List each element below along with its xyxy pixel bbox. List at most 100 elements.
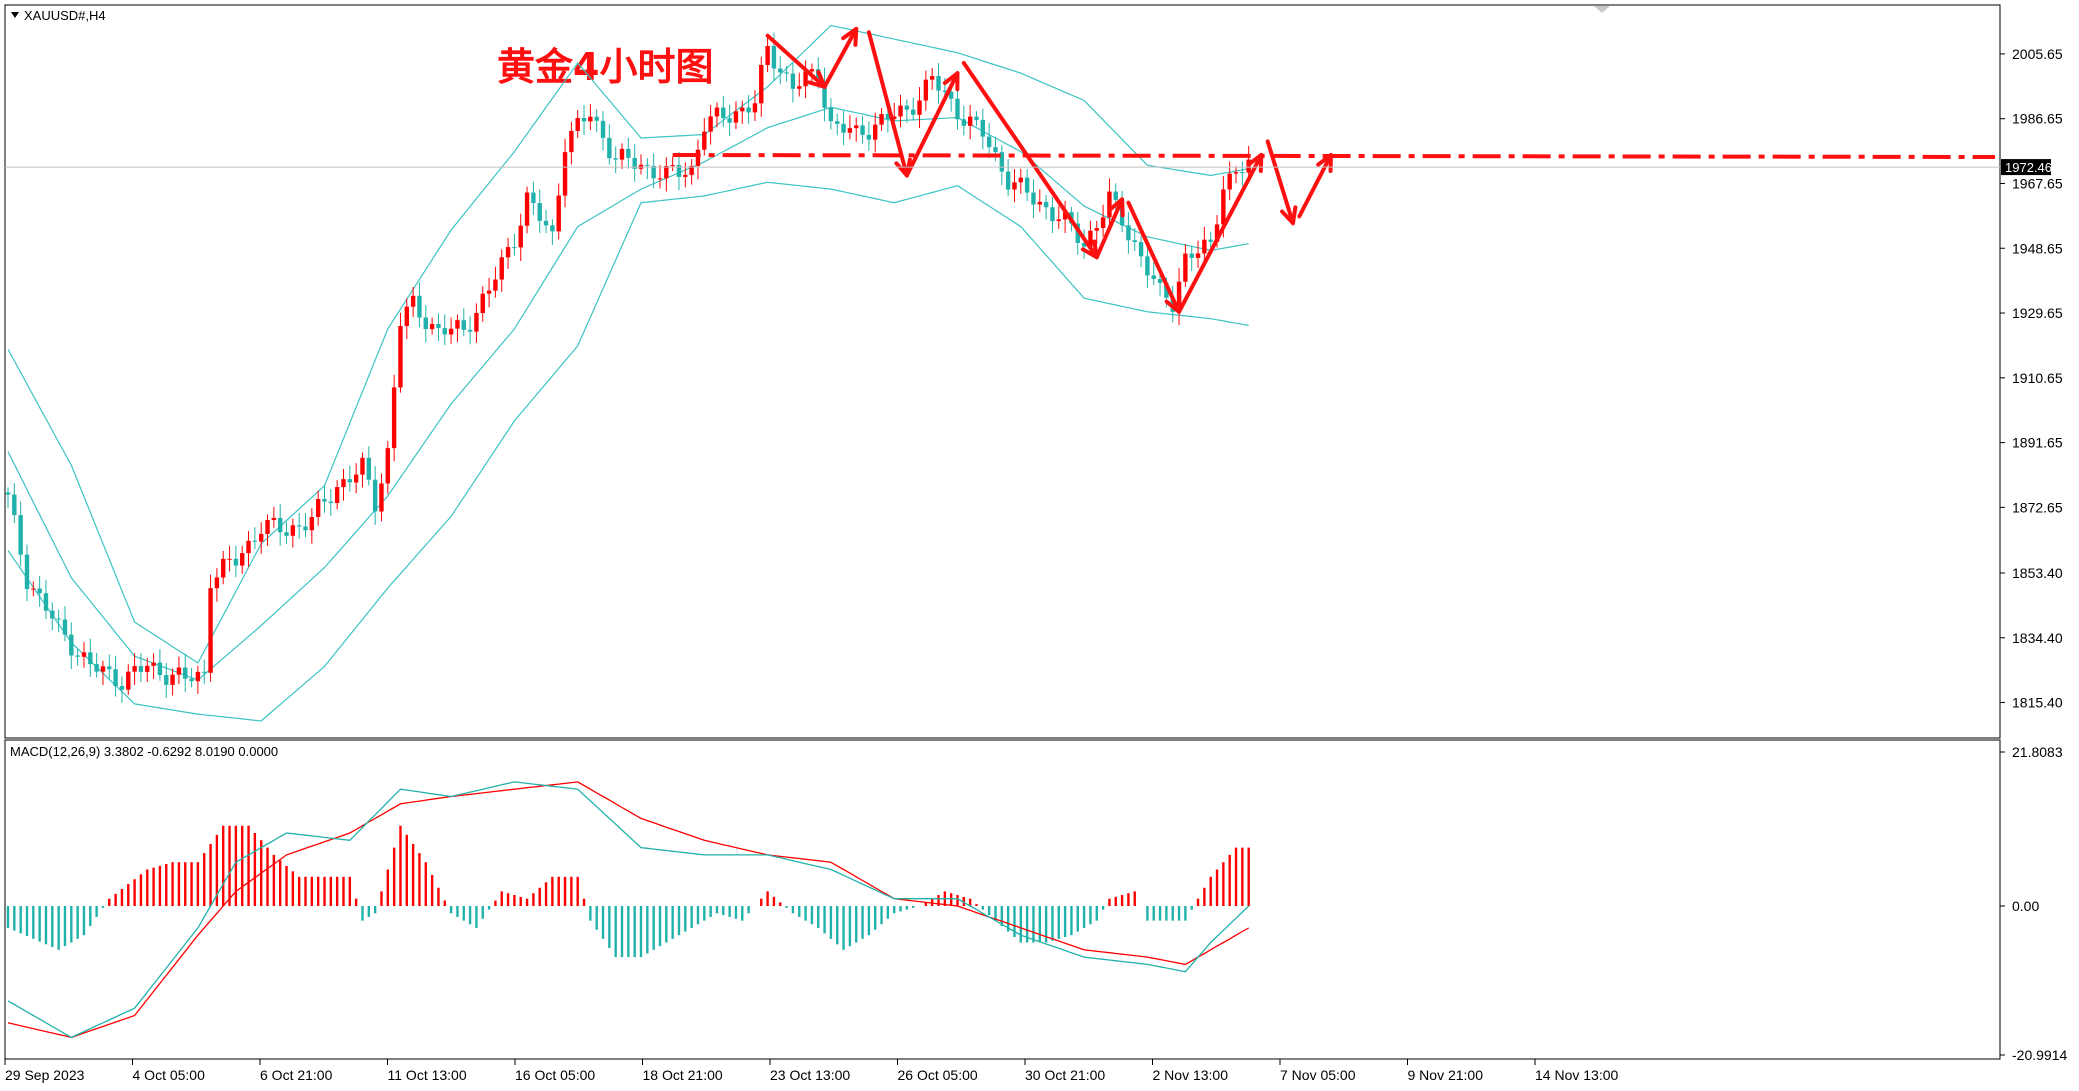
candle-body: [1233, 172, 1239, 174]
candle: [391, 374, 397, 462]
candle: [1037, 189, 1042, 212]
price-tick-label: 1986.65: [2012, 111, 2063, 127]
candle-body: [936, 76, 941, 91]
macd-tick-label: 0.00: [2012, 898, 2039, 914]
candle: [360, 452, 365, 488]
candle: [1227, 161, 1232, 201]
bollinger-upper-band: [7, 24, 1249, 664]
candle-body: [448, 328, 454, 335]
candle-body: [113, 669, 118, 687]
macd-tick-label: -20.9914: [2012, 1047, 2067, 1063]
candle: [43, 580, 49, 620]
candle-body: [372, 479, 378, 512]
candle-body: [645, 164, 650, 166]
candle-body: [81, 652, 87, 657]
candle-body: [1132, 240, 1137, 243]
candle: [183, 653, 188, 693]
candle: [303, 513, 308, 538]
candle-body: [594, 116, 599, 121]
candle-body: [151, 662, 156, 666]
candle: [993, 136, 998, 162]
candle: [410, 286, 416, 317]
candle-body: [771, 46, 777, 69]
candle-body: [607, 137, 612, 159]
candle: [81, 641, 87, 668]
candle-body: [993, 147, 998, 153]
candle-body: [695, 149, 701, 166]
candle: [259, 522, 264, 554]
candle-body: [360, 457, 365, 475]
candle-body: [879, 114, 884, 125]
candle-body: [689, 165, 694, 175]
candle-body: [1081, 242, 1087, 247]
candle-body: [208, 588, 213, 673]
candle: [721, 95, 726, 128]
candle-body: [860, 125, 865, 135]
candle: [638, 154, 644, 175]
candle-body: [94, 664, 99, 672]
trend-arrow-head: [1107, 197, 1125, 218]
candle-body: [442, 328, 447, 335]
candle-body: [499, 257, 504, 280]
candle-body: [480, 293, 485, 313]
candle-body: [828, 107, 834, 122]
candle-body: [1012, 182, 1017, 190]
candle: [929, 67, 935, 90]
candle: [252, 527, 258, 550]
candle-body: [1151, 275, 1156, 280]
candle-body: [259, 533, 264, 542]
candle: [290, 518, 296, 548]
candle-body: [1050, 207, 1055, 222]
candle: [936, 63, 941, 104]
candle: [499, 249, 504, 292]
candle-body: [385, 448, 390, 484]
candle: [613, 146, 618, 174]
candle-body: [88, 652, 93, 665]
candle-body: [290, 525, 296, 536]
candle-body: [531, 192, 536, 204]
candle-body: [391, 387, 397, 449]
candle-body: [873, 124, 878, 140]
candle: [1189, 245, 1194, 272]
candle-body: [835, 121, 840, 124]
candle: [664, 157, 669, 192]
candle-body: [455, 320, 460, 329]
trend-arrow-head: [841, 26, 859, 47]
candle: [581, 104, 587, 136]
dropdown-triangle-icon[interactable]: [11, 12, 19, 18]
candle-body: [366, 457, 372, 480]
candle: [683, 162, 688, 188]
macd-red-line: [7, 781, 1250, 1039]
candle-body: [1126, 225, 1131, 241]
candle: [138, 653, 144, 683]
candle: [1183, 244, 1188, 288]
candle: [1005, 159, 1011, 197]
candle-body: [417, 295, 422, 318]
candle-body: [1075, 223, 1080, 243]
candle: [94, 652, 99, 678]
candle-body: [62, 619, 68, 635]
candle-body: [822, 81, 827, 108]
candle-body: [5, 492, 11, 495]
candle: [974, 111, 979, 126]
candle-body: [733, 111, 739, 123]
macd-tick-label: 21.8083: [2012, 744, 2063, 760]
candle: [1056, 205, 1061, 230]
time-tick-label: 26 Oct 05:00: [898, 1067, 978, 1083]
candle-body: [714, 107, 720, 117]
candle: [1126, 212, 1131, 254]
candle-body: [170, 674, 175, 685]
bollinger-bands: [7, 24, 1249, 722]
candle-body: [1138, 242, 1144, 257]
candle: [366, 446, 372, 486]
candle: [448, 317, 454, 344]
candle-body: [1221, 189, 1226, 225]
candle-body: [1202, 239, 1207, 254]
trend-arrow-head: [942, 71, 960, 92]
candle: [1107, 178, 1112, 229]
candle-body: [619, 148, 625, 160]
shift-marker-icon[interactable]: [1594, 6, 1610, 13]
candle-body: [202, 671, 207, 673]
price-tick-label: 1948.65: [2012, 240, 2063, 256]
candle: [746, 94, 751, 124]
